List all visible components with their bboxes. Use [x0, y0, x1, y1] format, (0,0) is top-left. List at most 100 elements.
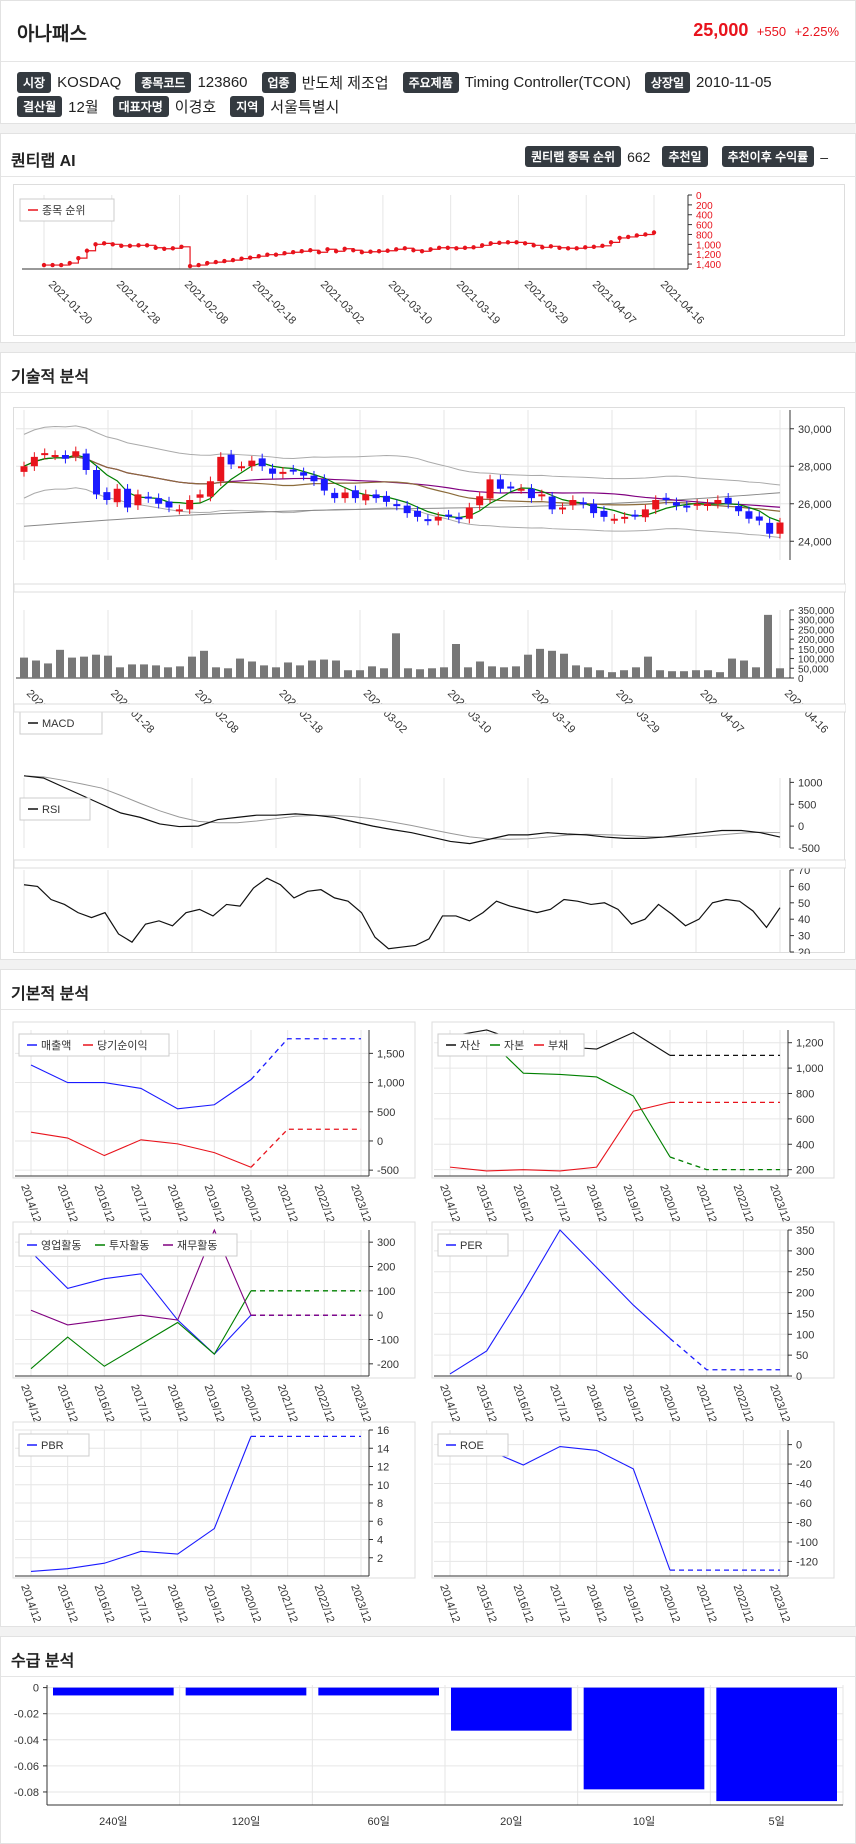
candle-body [776, 522, 784, 534]
rank-point [58, 262, 64, 268]
rank-point [110, 242, 115, 247]
fund-assets-x-label: 2017/12 [547, 1183, 572, 1224]
rank-point [153, 245, 158, 250]
supply-x-label: 5일 [769, 1814, 785, 1828]
fund-roe-tick-label: -60 [796, 1498, 812, 1510]
volume-bar [500, 667, 508, 678]
rank-point [144, 243, 150, 248]
fund-per-x-label: 2018/12 [584, 1383, 609, 1424]
rank-point [514, 240, 519, 245]
candle-body [662, 497, 670, 500]
fund-roe-x-label: 2015/12 [474, 1583, 499, 1624]
volume-tick-label: 0 [798, 674, 804, 685]
fund-assets-tick-label: 800 [796, 1088, 814, 1100]
fund-cashflow-tick-label: 200 [377, 1262, 395, 1274]
value-rank: 662 [627, 148, 651, 165]
rank-point [101, 241, 107, 246]
rank-point [136, 243, 141, 248]
rank-x-label: 2021-03-29 [522, 279, 570, 327]
fund-assets-tick-label: 400 [796, 1139, 814, 1151]
fund-assets-legend-label: 자본 [504, 1039, 524, 1052]
fund-sales-x-label: 2019/12 [202, 1183, 227, 1224]
rank-point [127, 243, 133, 249]
fund-sales-legend-label: 당기순이익 [97, 1039, 148, 1052]
fund-cashflow-x-label: 2018/12 [165, 1383, 190, 1424]
fund-sales-x-label: 2018/12 [165, 1183, 190, 1224]
fund-roe-x-label: 2020/12 [657, 1583, 682, 1624]
rank-point [325, 247, 330, 252]
fund-roe-tick-label: 0 [796, 1440, 802, 1452]
rank-point [308, 248, 313, 253]
volume-bar [200, 650, 208, 678]
candle-body [51, 455, 59, 457]
price-change: +550 [756, 24, 787, 39]
volume-tick-label: 350,000 [798, 606, 835, 617]
rank-x-label: 2021-01-20 [46, 279, 94, 327]
fund-roe-x-label: 2022/12 [731, 1583, 756, 1624]
supply-title: 수급 분석 [11, 1653, 75, 1670]
volume-bar [584, 667, 592, 678]
tag-rank: 퀀티랩 종목 순위 [525, 146, 622, 167]
rank-point [626, 234, 631, 240]
fund-pbr-tick-label: 12 [377, 1462, 389, 1474]
value-return: – [820, 148, 828, 165]
candle-body [227, 454, 235, 465]
rank-point [394, 247, 399, 252]
candle-body [341, 492, 349, 499]
volume-bar [140, 664, 148, 678]
fund-per-x-label: 2016/12 [511, 1383, 536, 1424]
rsi-tick-label: 40 [798, 914, 810, 926]
fund-pbr-x-label: 2023/12 [348, 1583, 373, 1624]
fund-cashflow-legend [18, 1233, 238, 1257]
candle-body [548, 496, 556, 510]
candle-body [693, 503, 701, 506]
rank-point [351, 248, 356, 253]
fund-roe-x-label: 2016/12 [511, 1583, 536, 1624]
rank-point [196, 262, 201, 268]
rank-series-line [44, 232, 655, 267]
rank-point [50, 262, 55, 268]
rank-point [488, 241, 493, 246]
rank-point [651, 230, 657, 235]
fund-assets-x-label: 2016/12 [511, 1183, 536, 1224]
volume-bar [152, 665, 160, 678]
fund-assets-forecast-line [669, 1156, 780, 1171]
fund-per-tick-label: 300 [796, 1246, 814, 1258]
divider [1, 1676, 856, 1677]
fund-sales-series-line [30, 1131, 252, 1168]
tag-product: 주요제품 [402, 71, 459, 93]
info-row-2: 결산월 12월 대표자명 이경호 지역 서울특별시 [17, 95, 353, 117]
macd-tick-label: 500 [798, 799, 816, 811]
fund-per-x-label: 2022/12 [731, 1383, 756, 1424]
candle-body [175, 509, 183, 512]
volume-bar [212, 667, 220, 678]
fund-per-tick-label: 0 [796, 1371, 802, 1383]
volume-bar [668, 671, 676, 678]
volume-tick-label: 100,000 [798, 655, 835, 666]
fund-sales-series-line [30, 1064, 252, 1110]
value-market: KOSDAQ [57, 73, 122, 91]
candle-body [248, 460, 256, 467]
volume-bar [656, 670, 664, 678]
candle-body [30, 456, 38, 467]
volume-bar [272, 667, 280, 678]
candle-body [155, 498, 163, 504]
volume-bar [440, 667, 448, 678]
supply-x-label: 60일 [367, 1814, 389, 1828]
fund-sales-tick-label: -500 [377, 1165, 399, 1177]
rank-point [76, 255, 81, 261]
supply-bar [185, 1687, 307, 1696]
price-chart-panel: 24,000 26,000 28,000 30,000 0 50,000 100,000 15… [13, 407, 847, 959]
candle-body [455, 517, 463, 520]
supply-card: 수급 분석 0 -0.02 -0.04 -0.06 -0.08 240일 120일 60일 20… [0, 1636, 856, 1844]
tag-return: 추천이후 수익률 [721, 146, 815, 167]
fund-pbr-x-label: 2017/12 [128, 1583, 153, 1624]
candle-body [621, 516, 629, 519]
macd-tick-label: 0 [798, 821, 804, 833]
volume-bar [716, 672, 724, 678]
rank-point [583, 245, 588, 250]
fund-pbr-tick-label: 4 [377, 1535, 383, 1547]
rank-x-label: 2021-02-08 [182, 279, 230, 327]
rank-point [342, 246, 347, 251]
rank-point [574, 246, 579, 251]
